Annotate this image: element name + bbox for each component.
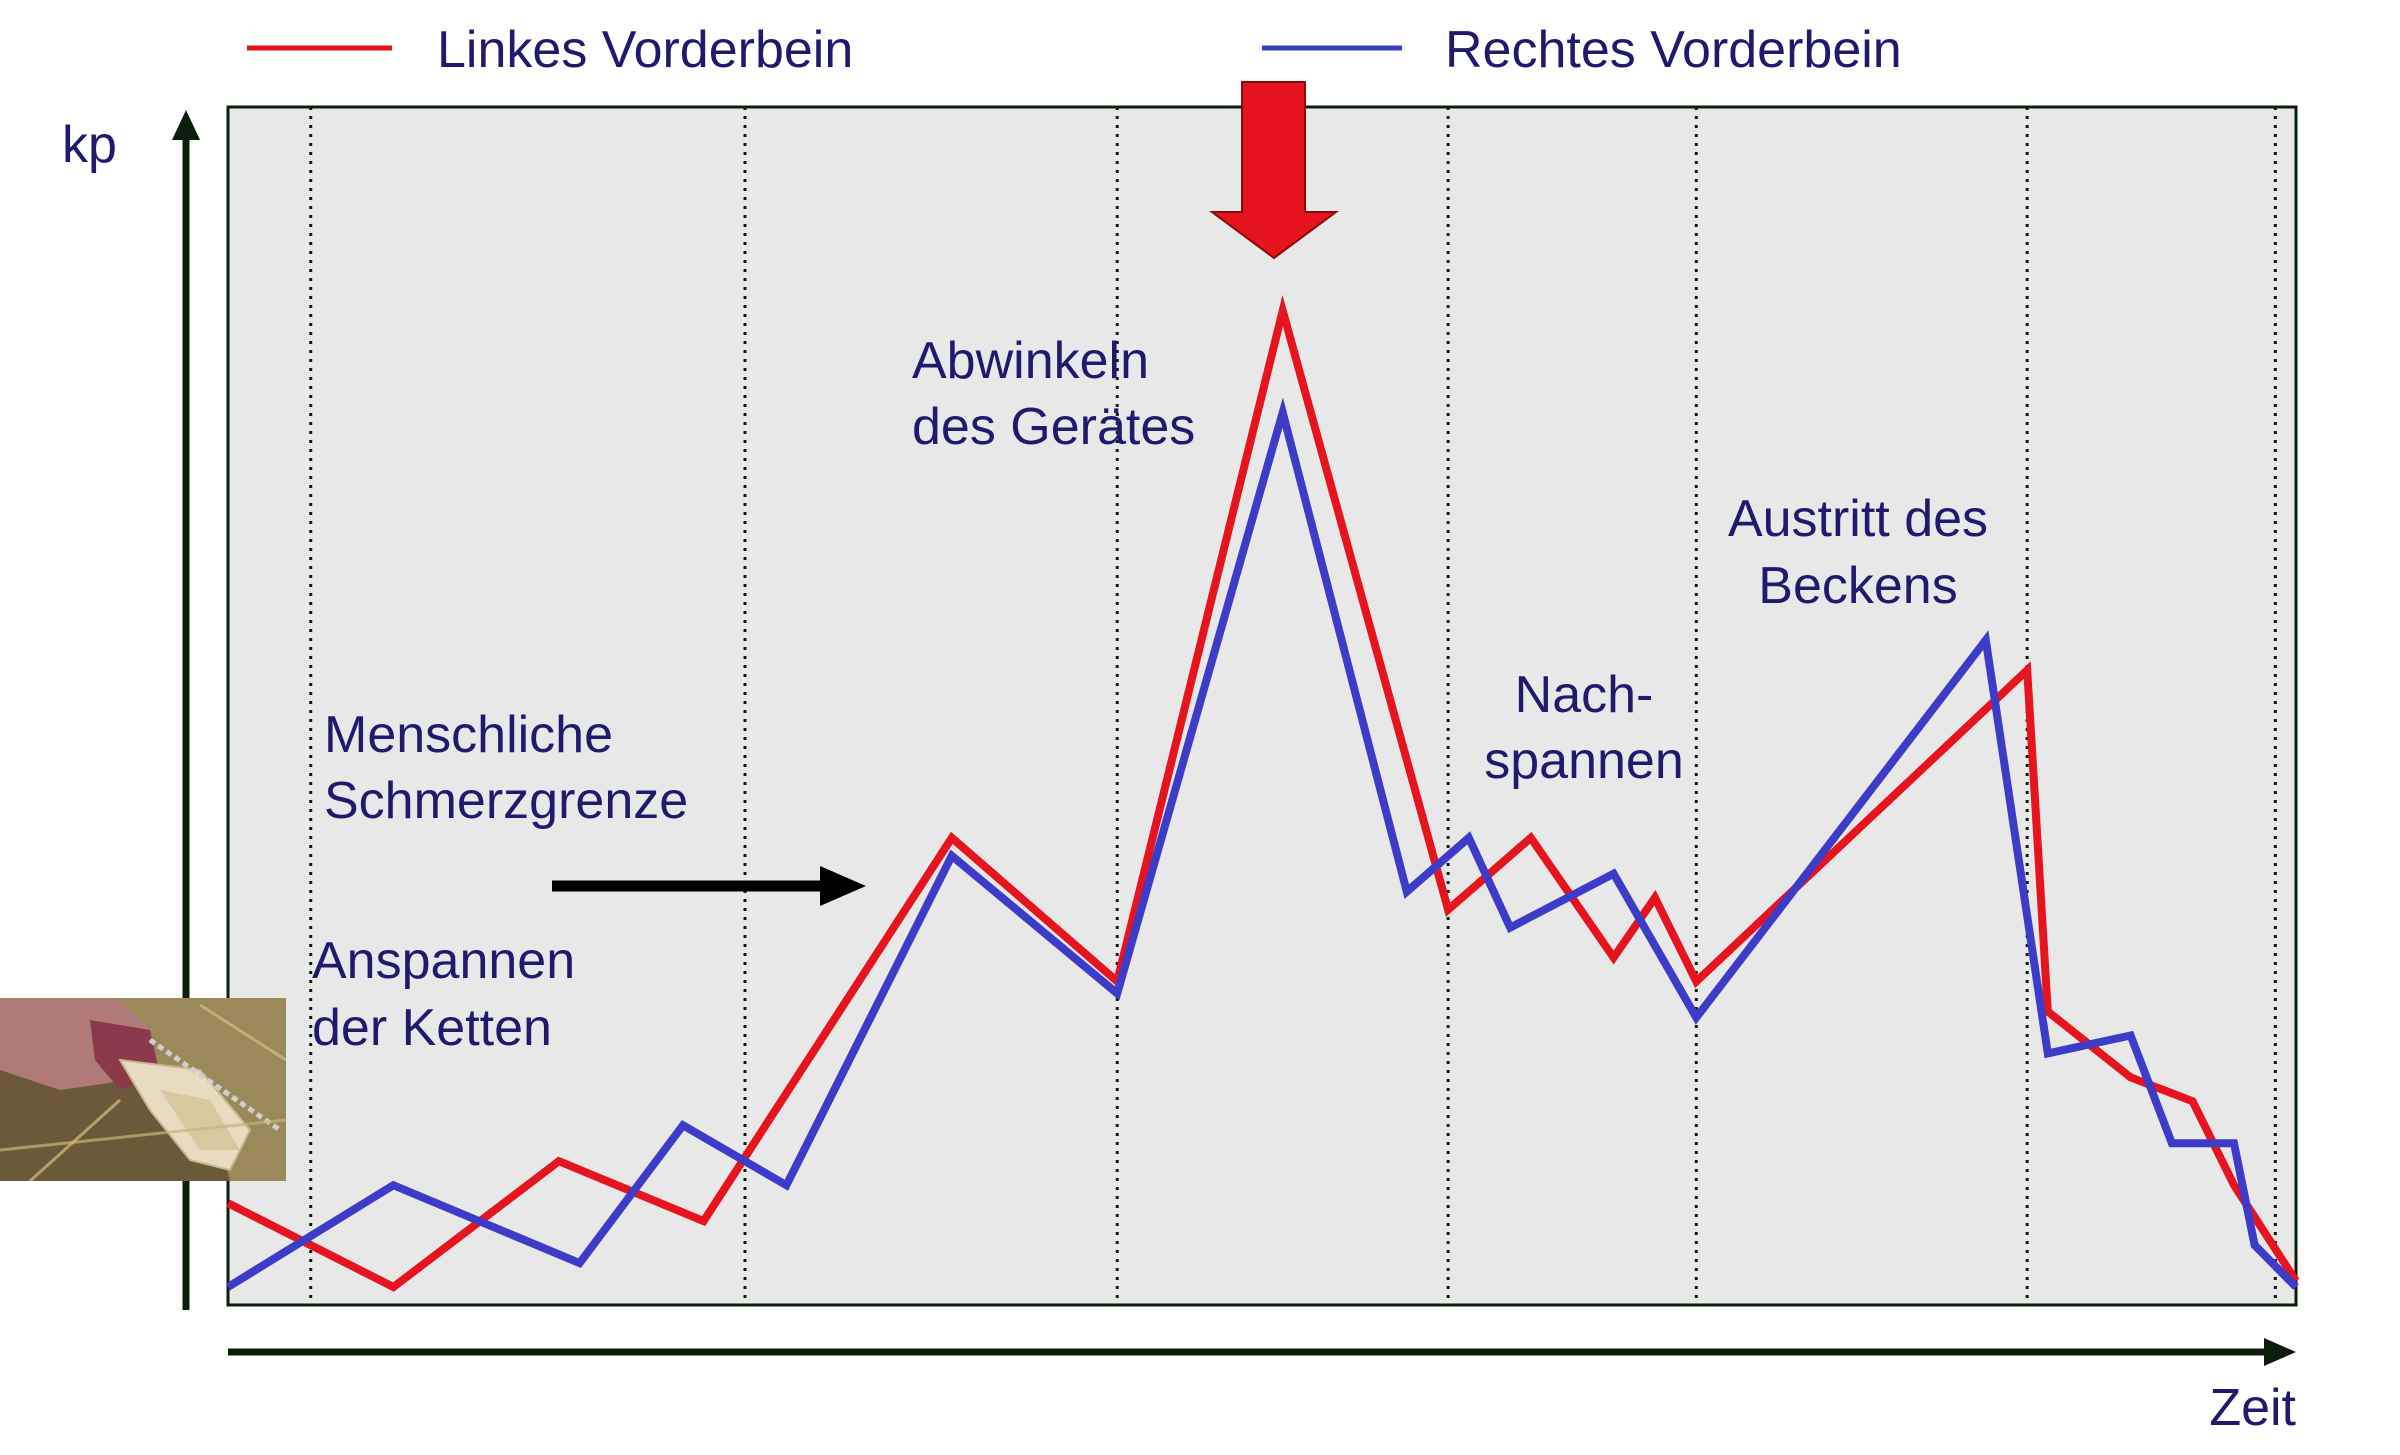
annotation-beckens-2: Beckens xyxy=(1758,557,1957,615)
y-axis-label: kp xyxy=(62,116,117,174)
series-group xyxy=(225,294,2300,1292)
calf-hooves-photo xyxy=(0,998,286,1181)
annotation-abwinkeln-2: des Gerätes xyxy=(912,398,1195,456)
phase-dividers xyxy=(309,107,2277,1305)
x-axis-label: Zeit xyxy=(2209,1379,2296,1437)
legend-label-right: Rechtes Vorderbein xyxy=(1445,21,1902,79)
pain-threshold-arrow xyxy=(552,866,866,906)
annotation-nachspannen-1: Nach- xyxy=(1515,666,1654,724)
x-axis xyxy=(228,1338,2296,1366)
annotation-schmerzgrenze-1: Menschliche xyxy=(324,706,613,764)
annotation-beckens-1: Austritt des xyxy=(1728,490,1988,548)
annotation-anspannen-1: Anspannen xyxy=(312,932,575,990)
peak-arrow-red xyxy=(1208,81,1340,260)
legend: Linkes Vorderbein Rechtes Vorderbein xyxy=(247,21,1902,79)
series-line-rechtes-vorderbein xyxy=(225,397,2299,1291)
plot-area xyxy=(226,105,2298,1307)
annotation-nachspannen-2: spannen xyxy=(1484,732,1684,790)
annotation-abwinkeln-1: Abwinkeln xyxy=(912,332,1149,390)
legend-label-left: Linkes Vorderbein xyxy=(437,21,853,79)
annotation-schmerzgrenze-2: Schmerzgrenze xyxy=(324,772,688,830)
annotation-anspannen-2: der Ketten xyxy=(312,999,552,1057)
